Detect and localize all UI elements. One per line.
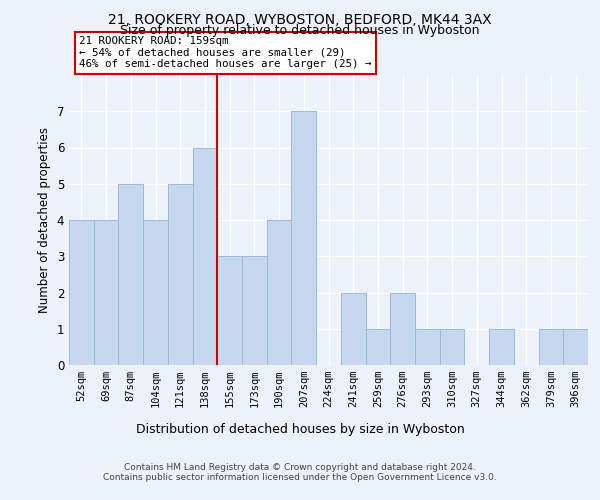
Text: 21 ROOKERY ROAD: 159sqm
← 54% of detached houses are smaller (29)
46% of semi-de: 21 ROOKERY ROAD: 159sqm ← 54% of detache…: [79, 36, 372, 69]
Bar: [415, 329, 440, 365]
Bar: [563, 329, 588, 365]
Text: Size of property relative to detached houses in Wyboston: Size of property relative to detached ho…: [120, 24, 480, 37]
Bar: [242, 256, 267, 365]
Bar: [292, 112, 316, 365]
Bar: [267, 220, 292, 365]
Bar: [365, 329, 390, 365]
Bar: [69, 220, 94, 365]
Bar: [341, 292, 365, 365]
Bar: [118, 184, 143, 365]
Bar: [440, 329, 464, 365]
Bar: [539, 329, 563, 365]
Bar: [94, 220, 118, 365]
Y-axis label: Number of detached properties: Number of detached properties: [38, 127, 51, 313]
Text: Distribution of detached houses by size in Wyboston: Distribution of detached houses by size …: [136, 422, 464, 436]
Bar: [168, 184, 193, 365]
Bar: [489, 329, 514, 365]
Bar: [217, 256, 242, 365]
Text: Contains HM Land Registry data © Crown copyright and database right 2024.
Contai: Contains HM Land Registry data © Crown c…: [103, 462, 497, 482]
Bar: [390, 292, 415, 365]
Bar: [193, 148, 217, 365]
Bar: [143, 220, 168, 365]
Text: 21, ROOKERY ROAD, WYBOSTON, BEDFORD, MK44 3AX: 21, ROOKERY ROAD, WYBOSTON, BEDFORD, MK4…: [108, 12, 492, 26]
